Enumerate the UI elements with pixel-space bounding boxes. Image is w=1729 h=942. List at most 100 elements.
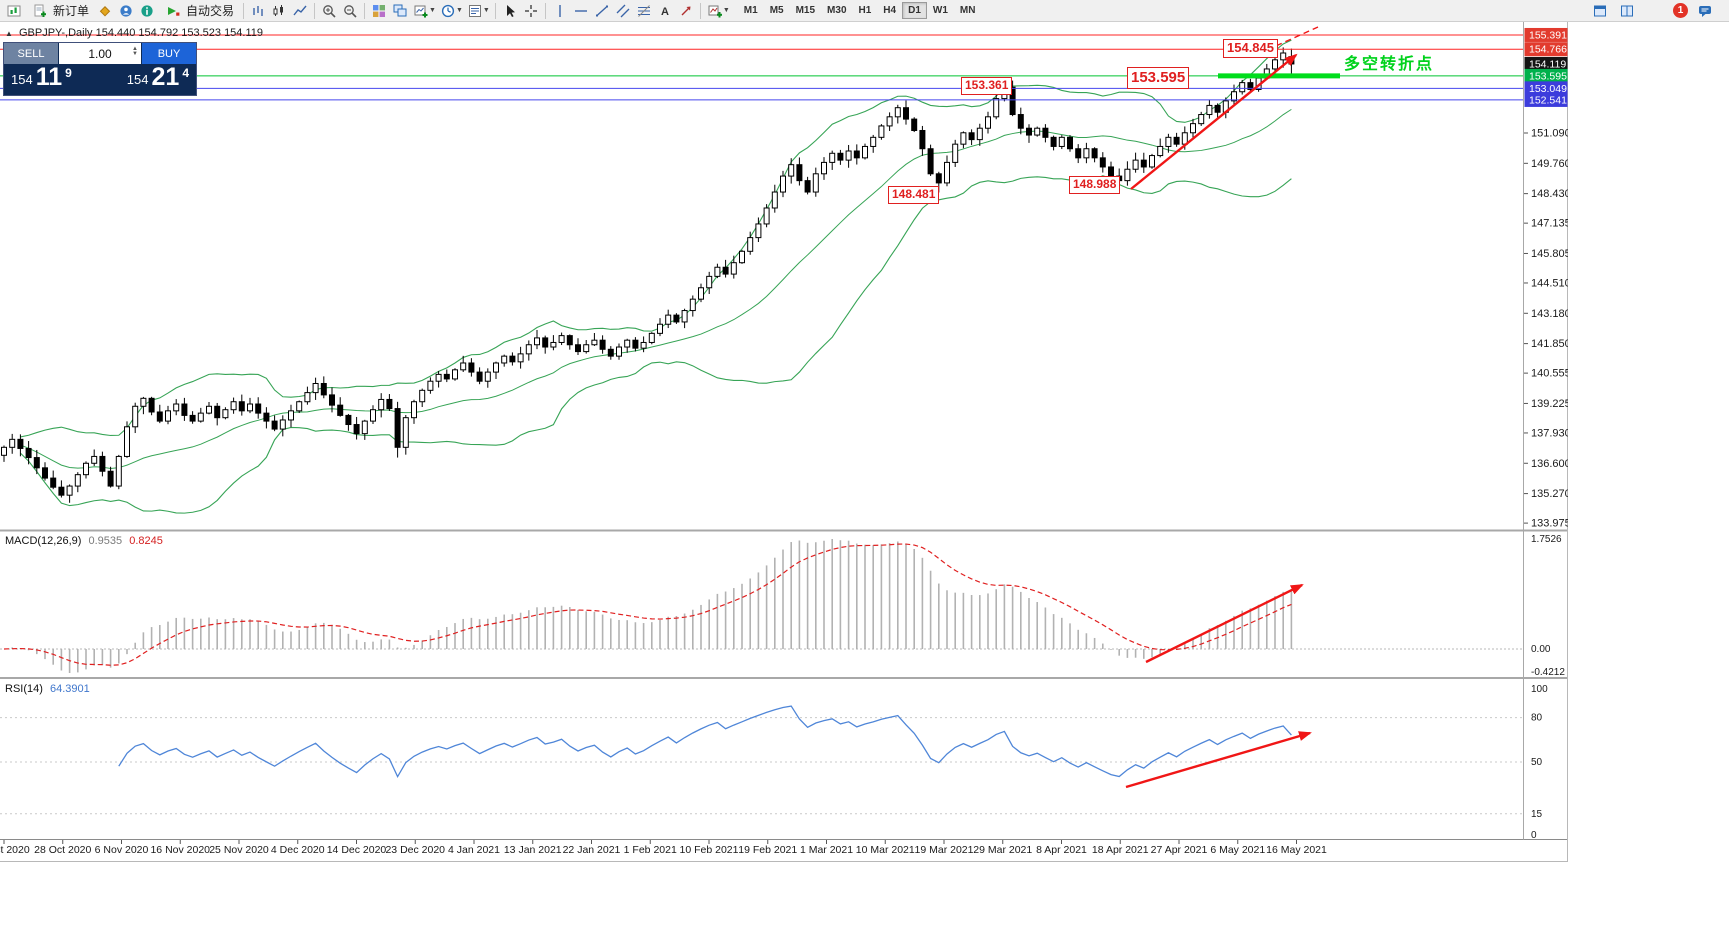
rsi-trend-arrow[interactable] bbox=[1125, 731, 1312, 789]
tf-m30-button[interactable]: M30 bbox=[827, 5, 847, 16]
rsi-plot[interactable] bbox=[0, 705, 1523, 815]
date-label[interactable]: 9 Oct 2020 bbox=[0, 844, 30, 856]
community-icon[interactable] bbox=[116, 1, 136, 21]
text-tool-icon[interactable]: A bbox=[655, 1, 675, 21]
chart-window-icon[interactable] bbox=[4, 1, 24, 21]
chart-canvas[interactable]: 151.090 149.760 148.430 147.135 145.805 144.5… bbox=[0, 22, 1568, 862]
toolbar-separator bbox=[699, 2, 701, 19]
rsi-label: RSI(14) 64.3901 bbox=[5, 683, 90, 695]
macd-trend-arrow[interactable] bbox=[1145, 583, 1304, 664]
trend-note-label[interactable]: 多空转折点 bbox=[1344, 56, 1435, 73]
date-label[interactable]: 10 Feb 2021 bbox=[680, 844, 739, 856]
profiles-clock-icon[interactable] bbox=[438, 1, 458, 21]
line-chart-icon[interactable] bbox=[290, 1, 310, 21]
notification-badge[interactable]: 1 bbox=[1673, 3, 1688, 18]
price-tag-152.541 bbox=[1524, 92, 1568, 107]
support-icon[interactable] bbox=[137, 1, 157, 21]
bar-chart-icon[interactable] bbox=[248, 1, 268, 21]
price-annotation[interactable]: 153.361 bbox=[961, 77, 1013, 95]
volume-spinner[interactable]: ▲ ▼ bbox=[132, 46, 138, 57]
chat-icon[interactable] bbox=[1695, 1, 1715, 21]
cursor-icon[interactable] bbox=[500, 1, 520, 21]
tile-windows-icon[interactable] bbox=[369, 1, 389, 21]
macd-plot[interactable] bbox=[0, 539, 1523, 673]
tf-w1-button[interactable]: W1 bbox=[932, 5, 948, 16]
date-label[interactable]: 8 Apr 2021 bbox=[1036, 844, 1087, 856]
candlestick-chart-icon[interactable] bbox=[269, 1, 289, 21]
macd-axis-min: -0.4212 bbox=[1531, 667, 1565, 678]
tf-h1-button[interactable]: H1 bbox=[858, 5, 872, 16]
price-axis-label: 149.760 bbox=[1531, 158, 1568, 170]
date-label[interactable]: 1 Feb 2021 bbox=[624, 844, 677, 856]
main-plot[interactable] bbox=[1, 39, 1295, 514]
tf-mn-button[interactable]: MN bbox=[959, 5, 976, 16]
zoom-in-icon[interactable] bbox=[319, 1, 339, 21]
horizontal-line-tool-icon[interactable] bbox=[571, 1, 591, 21]
date-label[interactable]: 25 Nov 2020 bbox=[209, 844, 269, 856]
buy-price[interactable]: 154 21 4 bbox=[127, 65, 189, 90]
new-order-button[interactable]: 新订单 bbox=[25, 0, 94, 22]
volume-input[interactable]: 1.00 ▲ ▼ bbox=[59, 43, 141, 64]
cascade-windows-icon[interactable] bbox=[390, 1, 410, 21]
price-trend-arrow[interactable] bbox=[1130, 53, 1298, 190]
tf-m15-button[interactable]: M15 bbox=[795, 5, 816, 16]
date-label[interactable]: 16 Nov 2020 bbox=[150, 844, 210, 856]
crosshair-icon[interactable] bbox=[521, 1, 541, 21]
new-chart-icon[interactable] bbox=[411, 1, 431, 21]
date-label[interactable]: 6 May 2021 bbox=[1210, 844, 1265, 856]
vertical-line-tool-icon[interactable] bbox=[550, 1, 570, 21]
date-label[interactable]: 14 Dec 2020 bbox=[327, 844, 387, 856]
tf-m5-button[interactable]: M5 bbox=[769, 5, 784, 16]
price-axis-label: 148.430 bbox=[1531, 188, 1568, 200]
date-label[interactable]: 22 Jan 2021 bbox=[563, 844, 621, 856]
rsi-value: 64.3901 bbox=[49, 683, 90, 695]
date-label[interactable]: 29 Mar 2021 bbox=[973, 844, 1032, 856]
sell-price[interactable]: 154 11 9 bbox=[11, 65, 72, 90]
date-label[interactable]: 23 Dec 2020 bbox=[385, 844, 445, 856]
date-label[interactable]: 10 Mar 2021 bbox=[856, 844, 915, 856]
indicators-add-icon[interactable] bbox=[705, 1, 725, 21]
zoom-out-icon[interactable] bbox=[340, 1, 360, 21]
new-chart-caret[interactable]: ▼ bbox=[429, 7, 436, 14]
date-label[interactable]: 19 Mar 2021 bbox=[915, 844, 974, 856]
auto-trading-button[interactable]: 自动交易 bbox=[158, 0, 239, 22]
channel-tool-icon[interactable] bbox=[613, 1, 633, 21]
date-label[interactable]: 16 May 2021 bbox=[1266, 844, 1327, 856]
price-axis-bg[interactable] bbox=[1524, 22, 1568, 862]
spinner-down-icon[interactable]: ▼ bbox=[132, 51, 138, 57]
ohlc-values: 154.440 154.792 153.523 154.119 bbox=[95, 27, 264, 39]
buy-button[interactable]: BUY bbox=[141, 43, 196, 64]
tf-d1-button[interactable]: D1 bbox=[902, 2, 927, 19]
arrow-tool-icon[interactable] bbox=[676, 1, 696, 21]
price-annotation[interactable]: 148.988 bbox=[1069, 176, 1121, 194]
price-tag-label: 154.766 bbox=[1529, 44, 1567, 56]
fibonacci-tool-icon[interactable] bbox=[634, 1, 654, 21]
one-click-collapse-icon[interactable]: ▲ bbox=[5, 29, 13, 38]
price-annotation[interactable]: 148.481 bbox=[888, 186, 940, 204]
macd-axis-max: 1.7526 bbox=[1531, 534, 1562, 545]
date-label[interactable]: 19 Feb 2021 bbox=[738, 844, 797, 856]
price-annotation[interactable]: 154.845 bbox=[1223, 39, 1278, 58]
date-label[interactable]: 4 Dec 2020 bbox=[271, 844, 325, 856]
date-label[interactable]: 1 Mar 2021 bbox=[800, 844, 853, 856]
mql-market-icon[interactable] bbox=[95, 1, 115, 21]
date-label[interactable]: 27 Apr 2021 bbox=[1151, 844, 1208, 856]
date-label[interactable]: 28 Oct 2020 bbox=[34, 844, 91, 856]
date-label[interactable]: 6 Nov 2020 bbox=[95, 844, 149, 856]
date-label[interactable]: 18 Apr 2021 bbox=[1092, 844, 1149, 856]
templates-caret[interactable]: ▼ bbox=[482, 7, 490, 14]
price-annotation[interactable]: 153.595 bbox=[1127, 67, 1190, 89]
sell-button[interactable]: SELL bbox=[4, 43, 59, 64]
date-label[interactable]: 4 Jan 2021 bbox=[448, 844, 500, 856]
date-label[interactable]: 13 Jan 2021 bbox=[504, 844, 562, 856]
window-icon-2[interactable] bbox=[1617, 1, 1637, 21]
window-icon[interactable] bbox=[1590, 1, 1610, 21]
profiles-caret[interactable]: ▼ bbox=[455, 7, 463, 14]
tf-h4-button[interactable]: H4 bbox=[883, 5, 897, 16]
one-click-trading-panel: SELL 1.00 ▲ ▼ BUY 154 11 9 154 21 4 bbox=[3, 42, 197, 96]
tf-m1-button[interactable]: M1 bbox=[743, 5, 758, 16]
indicators-caret[interactable]: ▼ bbox=[722, 7, 730, 14]
trendline-tool-icon[interactable] bbox=[592, 1, 612, 21]
templates-icon[interactable] bbox=[465, 1, 485, 21]
spinner-up-icon[interactable]: ▲ bbox=[132, 46, 138, 52]
